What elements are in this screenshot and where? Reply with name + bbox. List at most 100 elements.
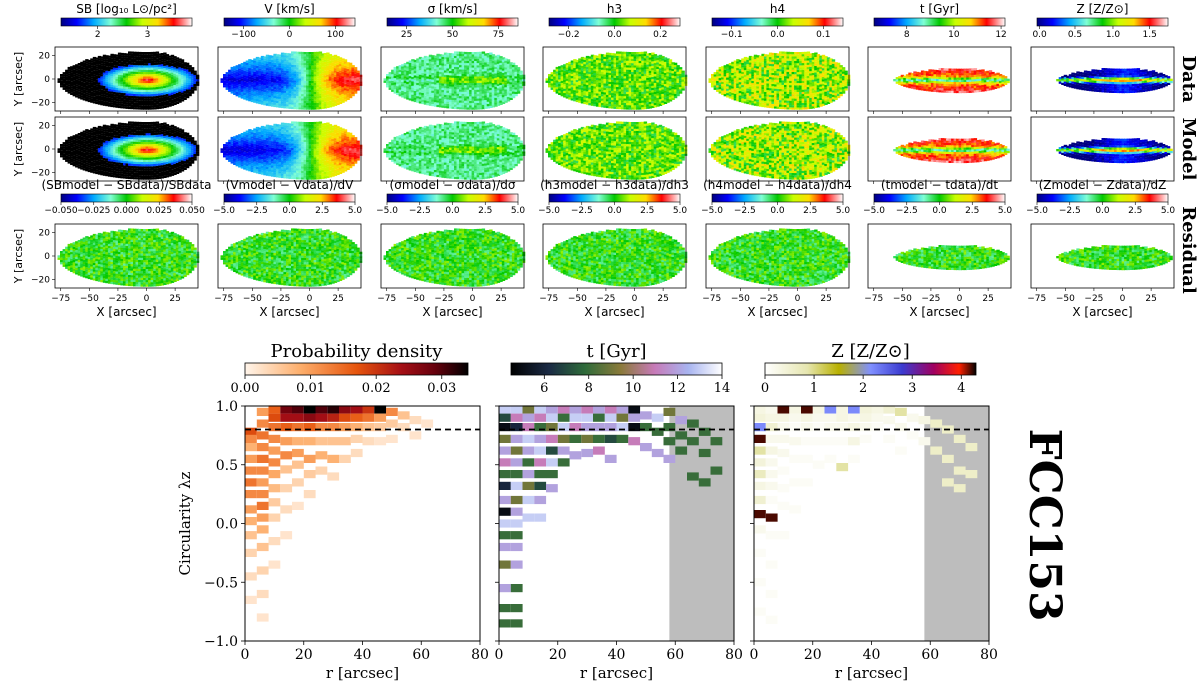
map-pixel bbox=[188, 89, 192, 92]
map-pixel bbox=[153, 58, 157, 61]
map-pixel bbox=[80, 243, 84, 246]
map-pixel bbox=[133, 56, 137, 59]
map-pixel bbox=[82, 91, 87, 94]
map-pixel bbox=[87, 77, 92, 80]
map-pixel bbox=[163, 56, 167, 60]
map-pixel bbox=[188, 76, 192, 79]
map-pixel bbox=[62, 74, 66, 77]
map-pixel bbox=[70, 151, 74, 154]
map-pixel bbox=[97, 141, 102, 144]
map-pixel bbox=[185, 91, 190, 94]
map-pixel bbox=[168, 82, 172, 85]
map-pixel bbox=[175, 92, 180, 96]
map-pixel bbox=[120, 86, 124, 89]
map-pixel bbox=[125, 104, 129, 107]
map-pixel bbox=[190, 159, 195, 162]
map-pixel bbox=[115, 76, 119, 79]
map-pixel bbox=[117, 160, 122, 163]
map-pixel bbox=[135, 175, 139, 178]
map-pixel bbox=[160, 92, 165, 96]
map-pixel bbox=[185, 89, 190, 92]
map-pixel bbox=[133, 141, 137, 144]
map-pixel bbox=[128, 66, 132, 70]
map-pixel bbox=[102, 126, 107, 130]
map-pixel bbox=[188, 65, 192, 68]
map-pixel bbox=[87, 154, 92, 157]
map-pixel bbox=[140, 74, 144, 77]
map-pixel bbox=[115, 140, 119, 143]
map-pixel bbox=[155, 121, 160, 124]
map-pixel bbox=[195, 258, 200, 261]
map-pixel bbox=[135, 71, 139, 74]
map-pixel bbox=[92, 262, 97, 265]
map-pixel bbox=[97, 86, 102, 90]
map-pixel bbox=[75, 75, 79, 78]
map-pixel bbox=[102, 72, 107, 75]
map-pixel bbox=[112, 74, 117, 77]
map-pixel bbox=[133, 87, 137, 90]
map-pixel bbox=[80, 86, 84, 89]
map-pixel bbox=[120, 173, 124, 177]
map-pixel bbox=[163, 149, 167, 152]
map-pixel bbox=[133, 121, 137, 124]
map-pixel bbox=[95, 61, 99, 65]
map-pixel bbox=[150, 58, 154, 61]
map-pixel bbox=[195, 144, 200, 147]
map-pixel bbox=[165, 69, 170, 72]
map-panel-V-model bbox=[217, 116, 363, 184]
map-pixel bbox=[92, 90, 97, 93]
map-pixel bbox=[130, 80, 134, 83]
map-pixel bbox=[140, 137, 144, 140]
map-pixel bbox=[115, 83, 119, 86]
map-pixel bbox=[77, 150, 82, 154]
map-pixel bbox=[107, 82, 112, 85]
map-pixel bbox=[100, 103, 104, 106]
map-pixel bbox=[153, 69, 157, 72]
map-pixel bbox=[193, 70, 197, 73]
map-pixel bbox=[70, 145, 74, 148]
map-pixel bbox=[130, 154, 134, 158]
map-pixel bbox=[75, 90, 79, 94]
map-pixel bbox=[150, 164, 154, 167]
map-pixel bbox=[180, 81, 185, 84]
map-pixel bbox=[128, 143, 132, 146]
map-pixel bbox=[87, 64, 92, 67]
map-pixel bbox=[123, 75, 127, 78]
map-pixel bbox=[160, 88, 165, 91]
map-pixel bbox=[102, 124, 107, 127]
map-pixel bbox=[75, 73, 79, 76]
map-pixel bbox=[87, 165, 92, 168]
colorbar-tick-label: 100 bbox=[327, 30, 344, 40]
map-pixel bbox=[143, 166, 147, 169]
map-pixel bbox=[135, 139, 139, 142]
map-pixel bbox=[82, 163, 87, 166]
map-pixel bbox=[135, 107, 139, 110]
map-pixel bbox=[82, 246, 87, 249]
map-pixel bbox=[185, 76, 190, 79]
map-pixel bbox=[70, 142, 74, 146]
map-pixel bbox=[105, 77, 109, 80]
map-pixel bbox=[90, 93, 94, 97]
map-pixel bbox=[92, 157, 97, 161]
y-axis-label: Y [arcsec] bbox=[12, 52, 25, 107]
map-pixel bbox=[190, 75, 195, 79]
map-pixel bbox=[195, 76, 200, 80]
map-pixel bbox=[170, 94, 175, 97]
map-pixel bbox=[75, 138, 79, 141]
map-pixel bbox=[153, 107, 157, 110]
map-pixel bbox=[62, 72, 66, 75]
map-pixel bbox=[150, 144, 154, 147]
map-pixel bbox=[120, 131, 124, 135]
map-pixel bbox=[85, 65, 89, 69]
map-pixel bbox=[160, 138, 165, 141]
map-pixel bbox=[82, 250, 87, 254]
map-pixel bbox=[80, 140, 84, 143]
map-pixel bbox=[175, 165, 180, 168]
map-pixel bbox=[110, 95, 114, 99]
map-pixel bbox=[155, 75, 160, 79]
map-pixel bbox=[140, 63, 144, 66]
map-pixel bbox=[128, 150, 132, 153]
map-pixel bbox=[135, 163, 139, 167]
map-pixel bbox=[82, 166, 87, 169]
map-pixel bbox=[188, 146, 192, 149]
